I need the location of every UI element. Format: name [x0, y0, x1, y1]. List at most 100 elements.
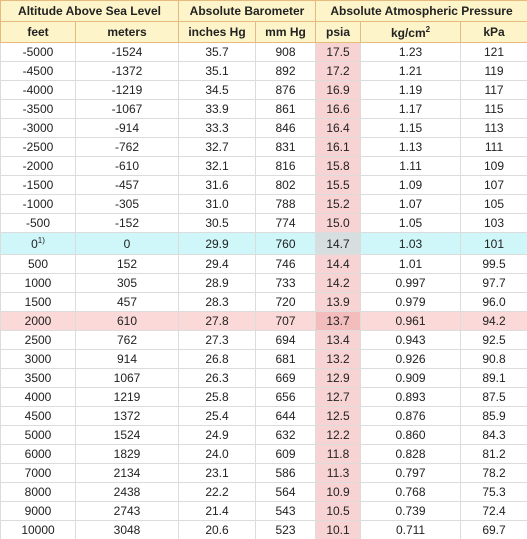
table-cell: 105: [460, 194, 527, 214]
table-cell: 12.2: [315, 425, 362, 445]
table-cell: 1.05: [360, 213, 462, 233]
table-cell: 610: [75, 311, 179, 331]
table-cell: 15.2: [315, 194, 362, 214]
table-cell: -762: [75, 137, 179, 157]
table-cell: 15.8: [315, 156, 362, 176]
table-cell: 16.9: [315, 80, 362, 100]
table-cell: 669: [254, 368, 317, 388]
table-cell: 3048: [75, 520, 179, 539]
table-cell: 1.09: [360, 175, 462, 195]
table-cell: 2000: [0, 311, 76, 331]
table-row: 3000 914 26.8 681 13.2 0.926 90.8: [0, 349, 527, 369]
table-cell: 1.07: [360, 194, 462, 214]
table-cell: 1524: [75, 425, 179, 445]
table-cell: -2500: [0, 137, 76, 157]
table-cell: 0.828: [360, 444, 462, 464]
table-cell: 31.6: [178, 175, 256, 195]
table-cell: 21.4: [178, 501, 256, 521]
table-cell: 23.1: [178, 463, 256, 483]
table-cell: 26.8: [178, 349, 256, 369]
table-row: 8000 2438 22.2 564 10.9 0.768 75.3: [0, 482, 527, 502]
table-cell: 25.8: [178, 387, 256, 407]
table-cell: 90.8: [460, 349, 527, 369]
table-cell: 111: [460, 137, 527, 157]
table-cell: 1500: [0, 292, 76, 312]
table-cell: 0.909: [360, 368, 462, 388]
table-cell: 11.8: [315, 444, 362, 464]
table-cell: 17.5: [315, 42, 362, 62]
table-cell: 33.3: [178, 118, 256, 138]
table-cell: 0.961: [360, 311, 462, 331]
table-cell: 0.926: [360, 349, 462, 369]
table-cell: 33.9: [178, 99, 256, 119]
table-cell: 119: [460, 61, 527, 81]
table-cell: 0.860: [360, 425, 462, 445]
table-cell: 0.876: [360, 406, 462, 426]
table-cell: -4500: [0, 61, 76, 81]
table-cell: 0.893: [360, 387, 462, 407]
table-row: -4000 -1219 34.5 876 16.9 1.19 117: [0, 80, 527, 100]
table-cell: 72.4: [460, 501, 527, 521]
table-row: 1500 457 28.3 720 13.9 0.979 96.0: [0, 292, 527, 312]
table-cell: 0.997: [360, 273, 462, 293]
table-cell: 1.11: [360, 156, 462, 176]
table-cell: -914: [75, 118, 179, 138]
table-row: -1000 -305 31.0 788 15.2 1.07 105: [0, 194, 527, 214]
table-cell: -5000: [0, 42, 76, 62]
table-cell: 28.9: [178, 273, 256, 293]
table-cell: 500: [0, 254, 76, 274]
table-cell: 564: [254, 482, 317, 502]
table-cell: 586: [254, 463, 317, 483]
column-header: kPa: [460, 21, 527, 43]
table-cell: 1.23: [360, 42, 462, 62]
table-cell: -1000: [0, 194, 76, 214]
table-cell: 16.6: [315, 99, 362, 119]
table-row: -2500 -762 32.7 831 16.1 1.13 111: [0, 137, 527, 157]
table-cell: 0.739: [360, 501, 462, 521]
table-cell: 5000: [0, 425, 76, 445]
table-cell: 26.3: [178, 368, 256, 388]
table-cell: -1219: [75, 80, 179, 100]
table-cell: 78.2: [460, 463, 527, 483]
table-cell: -4000: [0, 80, 76, 100]
table-cell: 101: [460, 232, 527, 255]
table-cell: 12.7: [315, 387, 362, 407]
table-cell: 788: [254, 194, 317, 214]
table-cell: -457: [75, 175, 179, 195]
table-cell: 846: [254, 118, 317, 138]
table-cell: 96.0: [460, 292, 527, 312]
table-cell: 152: [75, 254, 179, 274]
table-cell: 22.2: [178, 482, 256, 502]
table-cell: 774: [254, 213, 317, 233]
table-cell: 13.2: [315, 349, 362, 369]
table-row: 01) 0 29.9 760 14.7 1.03 101: [0, 232, 527, 255]
column-header: feet: [0, 21, 76, 43]
table-cell: 0.768: [360, 482, 462, 502]
table-cell: 12.5: [315, 406, 362, 426]
table-cell: 0.979: [360, 292, 462, 312]
table-row: -3500 -1067 33.9 861 16.6 1.17 115: [0, 99, 527, 119]
table-cell: -1500: [0, 175, 76, 195]
table-cell: 14.2: [315, 273, 362, 293]
table-cell: 92.5: [460, 330, 527, 350]
table-cell: 01): [0, 232, 76, 255]
table-cell: 13.7: [315, 311, 362, 331]
table-cell: 914: [75, 349, 179, 369]
table-cell: -305: [75, 194, 179, 214]
table-cell: 892: [254, 61, 317, 81]
table-cell: -2000: [0, 156, 76, 176]
group-header-row: Altitude Above Sea Level Absolute Barome…: [0, 0, 527, 22]
table-cell: 27.3: [178, 330, 256, 350]
table-cell: 69.7: [460, 520, 527, 539]
table-cell: 831: [254, 137, 317, 157]
group-header: Absolute Barometer: [177, 0, 317, 22]
group-header: Altitude Above Sea Level: [0, 0, 179, 22]
table-cell: 32.7: [178, 137, 256, 157]
table-row: 2500 762 27.3 694 13.4 0.943 92.5: [0, 330, 527, 350]
table-cell: 35.7: [178, 42, 256, 62]
table-cell: -1372: [75, 61, 179, 81]
table-cell: 14.4: [315, 254, 362, 274]
table-cell: 2438: [75, 482, 179, 502]
table-cell: 10000: [0, 520, 76, 539]
